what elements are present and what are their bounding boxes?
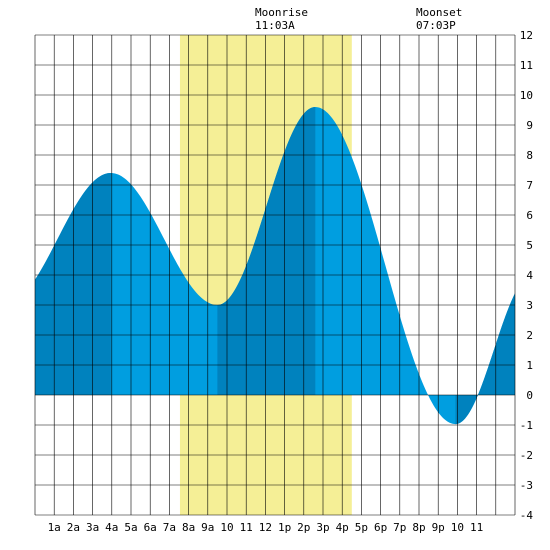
- x-tick-label: 11: [240, 521, 253, 534]
- x-tick-label: 2a: [67, 521, 80, 534]
- x-tick-label: 3p: [316, 521, 329, 534]
- moonrise-label: Moonrise: [255, 6, 308, 19]
- y-tick-label: -4: [520, 509, 534, 522]
- x-tick-label: 8p: [412, 521, 425, 534]
- moonrise-time: 11:03A: [255, 19, 295, 32]
- x-tick-label: 7a: [163, 521, 176, 534]
- y-tick-label: -1: [520, 419, 533, 432]
- moonset-time: 07:03P: [416, 19, 456, 32]
- y-tick-label: 4: [526, 269, 533, 282]
- y-tick-label: 11: [520, 59, 533, 72]
- y-tick-label: 9: [526, 119, 533, 132]
- x-tick-label: 8a: [182, 521, 195, 534]
- moonset-label: Moonset: [416, 6, 462, 19]
- x-tick-label: 10: [220, 521, 233, 534]
- x-tick-label: 4a: [105, 521, 118, 534]
- y-tick-label: 3: [526, 299, 533, 312]
- tide-area-dark-1: [217, 107, 316, 395]
- y-tick-label: 1: [526, 359, 533, 372]
- grid-lines: [34, 34, 516, 516]
- x-tick-label: 6p: [374, 521, 387, 534]
- tide-area-dark-2: [455, 293, 515, 425]
- y-tick-label: -3: [520, 479, 533, 492]
- y-tick-label: 7: [526, 179, 533, 192]
- x-tick-label: 3a: [86, 521, 99, 534]
- y-tick-label: 8: [526, 149, 533, 162]
- x-tick-label: 4p: [336, 521, 349, 534]
- x-tick-label: 1a: [48, 521, 61, 534]
- y-tick-label: 2: [526, 329, 533, 342]
- x-tick-label: 1p: [278, 521, 291, 534]
- y-tick-label: 0: [526, 389, 533, 402]
- x-tick-label: 7p: [393, 521, 406, 534]
- x-tick-label: 12: [259, 521, 272, 534]
- x-tick-labels: 1a 2a 3a 4a 5a 6a 7a 8a 9a 10 11 12 1p 2p 3p 4p 5p 6p 7p 8p…: [48, 521, 484, 534]
- x-tick-label: 9a: [201, 521, 214, 534]
- x-tick-label: 5p: [355, 521, 368, 534]
- x-tick-label: 9p: [432, 521, 445, 534]
- y-tick-label: 10: [520, 89, 533, 102]
- x-tick-label: 2p: [297, 521, 310, 534]
- x-tick-label: 6a: [144, 521, 157, 534]
- x-tick-label: 11: [470, 521, 483, 534]
- y-tick-label: 6: [526, 209, 533, 222]
- y-tick-label: 5: [526, 239, 533, 252]
- x-tick-label: 10: [451, 521, 464, 534]
- y-tick-label: -2: [520, 449, 533, 462]
- x-tick-label: 5a: [124, 521, 137, 534]
- y-tick-label: 12: [520, 29, 533, 42]
